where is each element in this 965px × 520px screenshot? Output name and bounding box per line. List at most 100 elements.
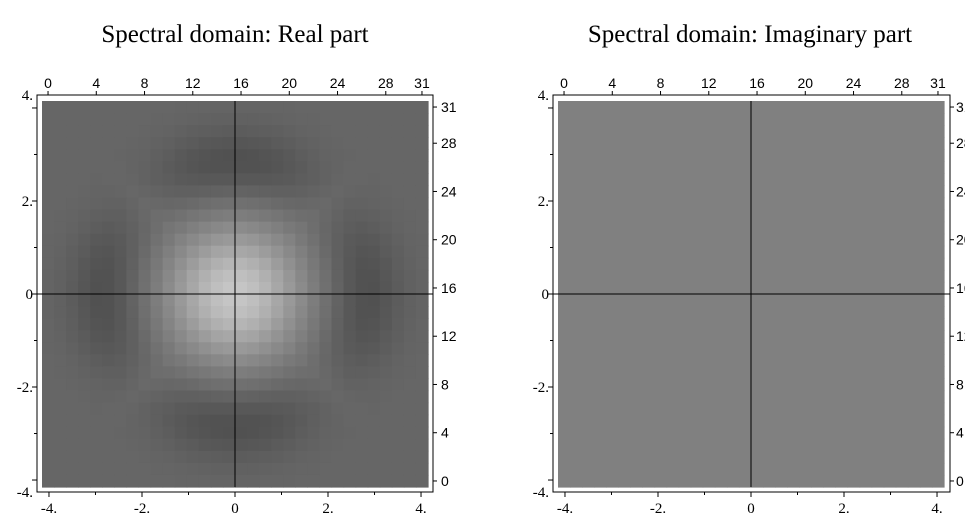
heatmap-cell — [642, 354, 656, 367]
heatmap-cell — [811, 257, 824, 271]
heatmap-cell — [702, 366, 716, 380]
heatmap-cell — [835, 209, 849, 223]
heatmap-cell — [66, 269, 79, 283]
heatmap-cell — [42, 137, 55, 150]
heatmap-cell — [54, 414, 67, 428]
heatmap-cell — [606, 294, 619, 307]
heatmap-cell — [235, 197, 248, 211]
heatmap-cell — [811, 185, 824, 199]
heatmap-cell — [859, 257, 873, 271]
heatmap-cell — [702, 390, 716, 404]
heatmap-cell — [606, 173, 619, 187]
heatmap-cell — [594, 209, 607, 223]
heatmap-cell — [319, 161, 333, 174]
heatmap-cell — [919, 185, 933, 199]
heatmap-cell — [823, 306, 837, 319]
heatmap-cell — [235, 450, 248, 464]
heatmap-cell — [931, 257, 945, 271]
heatmap-cell — [403, 426, 417, 440]
heatmap-cell — [259, 197, 272, 211]
heatmap-cell — [582, 342, 595, 355]
heatmap-cell — [847, 233, 861, 247]
heatmap-cell — [630, 221, 644, 235]
heatmap-cell — [630, 185, 644, 199]
heatmap-cell — [931, 330, 945, 343]
heatmap-cell — [907, 257, 921, 271]
heatmap-cell — [799, 402, 812, 416]
heatmap-cell — [606, 450, 619, 464]
heatmap-cell — [319, 426, 333, 440]
heatmap-cell — [594, 185, 607, 199]
bottom-tick-label: 0 — [747, 501, 755, 517]
heatmap-cell — [235, 149, 248, 162]
heatmap-cell — [186, 438, 200, 452]
heatmap-cell — [859, 149, 873, 162]
heatmap-cell — [162, 318, 176, 331]
heatmap-cell — [102, 366, 115, 380]
heatmap-cell — [126, 281, 140, 295]
heatmap-cell — [763, 101, 776, 114]
heatmap-cell — [666, 101, 680, 114]
heatmap-cell — [90, 149, 103, 162]
heatmap-cell — [666, 366, 680, 380]
heatmap-cell — [222, 462, 236, 476]
heatmap-cell — [391, 281, 405, 295]
heatmap-cell — [307, 269, 321, 283]
heatmap-cell — [823, 426, 837, 440]
heatmap-cell — [690, 269, 704, 283]
heatmap-cell — [138, 233, 152, 247]
heatmap-cell — [678, 306, 692, 319]
heatmap-cell — [787, 233, 800, 247]
heatmap-cell — [283, 306, 296, 319]
heatmap-cell — [642, 173, 656, 187]
heatmap-cell — [355, 318, 369, 331]
heatmap-cell — [391, 306, 405, 319]
heatmap-cell — [210, 474, 224, 488]
heatmap-cell — [738, 438, 752, 452]
heatmap-cell — [642, 450, 656, 464]
heatmap-cell — [618, 101, 631, 114]
heatmap-cell — [630, 462, 644, 476]
heatmap-cell — [66, 438, 79, 452]
heatmap-cell — [186, 390, 200, 404]
heatmap-cell — [210, 306, 224, 319]
heatmap-cell — [198, 185, 212, 199]
heatmap-cell — [642, 330, 656, 343]
heatmap-cell — [222, 366, 236, 380]
heatmap-cell — [690, 402, 704, 416]
heatmap-cell — [907, 402, 921, 416]
heatmap-cell — [763, 402, 776, 416]
heatmap-cell — [799, 209, 812, 223]
heatmap-cell — [235, 318, 248, 331]
heatmap-cell — [654, 330, 668, 343]
heatmap-cell — [295, 342, 308, 355]
left-tick-label: 4. — [22, 88, 33, 104]
heatmap-cell — [42, 426, 55, 440]
heatmap-cell — [222, 245, 236, 259]
heatmap-cell — [271, 390, 284, 404]
heatmap-cell — [738, 354, 752, 367]
heatmap-cell — [883, 342, 897, 355]
heatmap-cell — [42, 330, 55, 343]
heatmap-cell — [54, 306, 67, 319]
heatmap-cell — [162, 294, 176, 307]
heatmap-cell — [283, 185, 296, 199]
right-tick-label: 4 — [956, 425, 964, 441]
heatmap-cell — [775, 209, 788, 223]
heatmap-cell — [186, 137, 200, 150]
heatmap-cell — [871, 330, 885, 343]
heatmap-cell — [871, 113, 885, 126]
heatmap-cell — [618, 366, 631, 380]
heatmap-cell — [222, 294, 236, 307]
heatmap-cell — [222, 378, 236, 392]
heatmap-cell — [162, 257, 176, 271]
heatmap-cell — [174, 113, 188, 126]
heatmap-cell — [895, 257, 909, 271]
heatmap-cell — [799, 245, 812, 259]
heatmap-cell — [835, 366, 849, 380]
heatmap-cell — [343, 378, 357, 392]
heatmap-cell — [343, 161, 357, 174]
top-tick-label: 20 — [797, 75, 813, 91]
heatmap-cell — [847, 269, 861, 283]
heatmap-cell — [379, 269, 393, 283]
